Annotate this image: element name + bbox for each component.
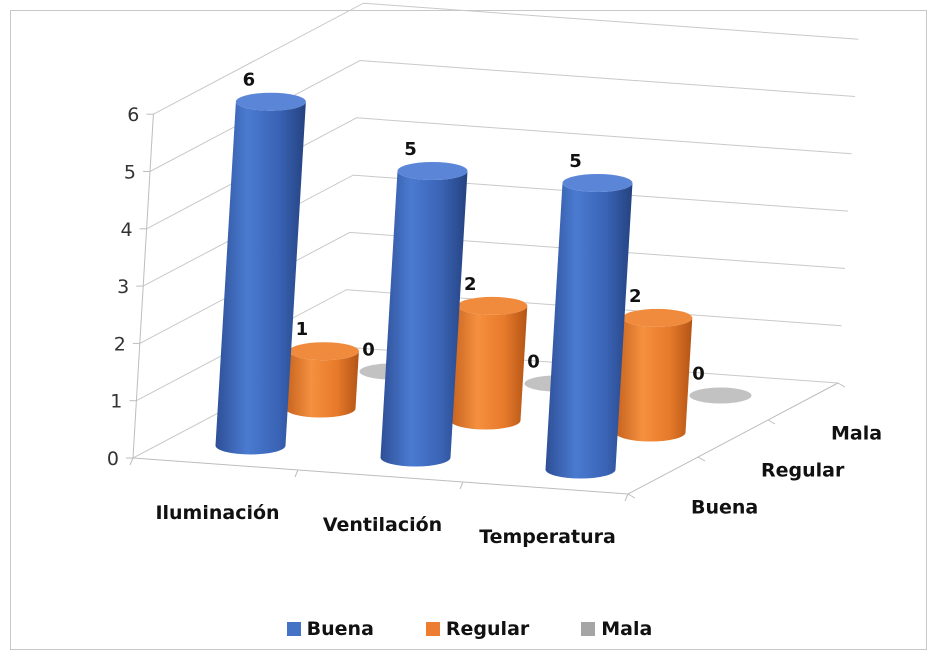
data-label: 0 (692, 364, 705, 385)
data-label: 2 (464, 274, 477, 295)
legend-item-mala[interactable]: Mala (581, 618, 652, 640)
bar-buena-1-body[interactable] (380, 171, 468, 467)
depth-axis-label: Regular (761, 460, 845, 482)
depth-axis-label: Mala (831, 423, 882, 445)
depth-axis-label: Buena (691, 497, 758, 519)
depth-tick-mark (627, 493, 636, 499)
depth-tick-mark (837, 382, 846, 388)
chart-legend: Buena Regular Mala (0, 618, 939, 640)
y-tick-label: 4 (121, 219, 133, 241)
legend-swatch-regular (425, 622, 440, 636)
y-axis-line (132, 114, 154, 459)
x-category-label: Iluminación (155, 502, 279, 524)
data-label: 5 (404, 139, 417, 160)
bar-regular-0-top[interactable] (288, 342, 359, 361)
y-tick-label: 1 (110, 391, 122, 413)
y-tick-label: 3 (117, 276, 129, 298)
bar-buena-1-top[interactable] (397, 162, 468, 180)
y-tick-label: 2 (114, 333, 126, 355)
y-tick-label: 5 (124, 162, 136, 184)
x-axis-line (132, 457, 629, 495)
legend-item-regular[interactable]: Regular (425, 618, 530, 640)
x-category-label: Temperatura (479, 526, 616, 548)
data-label: 1 (296, 319, 309, 340)
bar-regular-0-body[interactable] (285, 351, 359, 418)
y-tick-label: 6 (127, 104, 139, 126)
depth-tick-mark (697, 456, 706, 462)
data-label: 6 (243, 70, 256, 91)
legend-item-buena[interactable]: Buena (286, 618, 374, 640)
bar-regular-1-body[interactable] (450, 305, 528, 430)
data-label: 0 (362, 340, 375, 361)
bar-buena-2-top[interactable] (562, 174, 633, 192)
gridline (153, 2, 859, 115)
bar-buena-2-body[interactable] (545, 183, 633, 479)
depth-tick-mark (767, 419, 776, 425)
gridline (139, 231, 845, 344)
bar-regular-2-body[interactable] (615, 317, 693, 442)
x-category-label: Ventilación (323, 514, 442, 536)
bar-regular-1-top[interactable] (457, 296, 528, 315)
x-tick-mark (294, 469, 299, 478)
legend-label-buena: Buena (306, 618, 374, 640)
data-label: 2 (629, 286, 642, 307)
bar-buena-0-top[interactable] (235, 92, 306, 111)
data-label: 0 (527, 352, 540, 373)
bar-buena-0-body[interactable] (215, 101, 306, 455)
bar-mala-2-disc[interactable] (689, 387, 752, 404)
data-label: 5 (569, 151, 582, 172)
x-tick-mark (129, 457, 134, 466)
legend-swatch-mala (581, 622, 596, 636)
legend-label-mala: Mala (601, 618, 653, 640)
y-tick-label: 0 (107, 448, 119, 470)
bar-regular-2-top[interactable] (622, 308, 693, 327)
legend-label-regular: Regular (445, 618, 530, 640)
gridline (149, 59, 856, 172)
legend-swatch-buena (286, 622, 301, 636)
x-tick-mark (624, 493, 629, 502)
depth-axis-line (627, 382, 839, 495)
gridline (146, 117, 852, 230)
gridline (142, 174, 849, 287)
x-tick-mark (459, 481, 464, 490)
